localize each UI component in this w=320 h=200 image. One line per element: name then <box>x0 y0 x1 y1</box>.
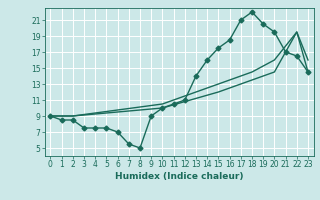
X-axis label: Humidex (Indice chaleur): Humidex (Indice chaleur) <box>115 172 244 181</box>
